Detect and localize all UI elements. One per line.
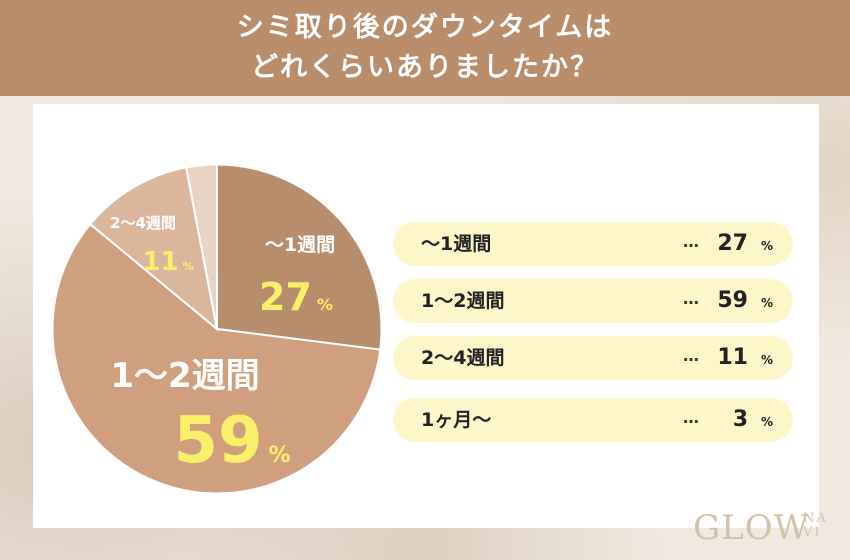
pie-slices: [50, 162, 384, 496]
slice-value-2-4-weeks-number: 11: [142, 247, 178, 277]
title-banner: シミ取り後のダウンタイムは どれくらいありましたか？: [0, 0, 850, 96]
title-line-1: シミ取り後のダウンタイムは: [236, 12, 614, 43]
legend-value: 3: [732, 407, 748, 432]
brand-logo-sub: NA VI: [803, 512, 828, 540]
slice-label-group-1: 〜1週間 27%: [259, 234, 335, 319]
legend-row-1-2-weeks: 1〜2週間 … 59 %: [393, 279, 793, 323]
legend-row-under-1-week: 〜1週間 … 27 %: [393, 222, 793, 266]
pie-slice-0: [216, 162, 383, 351]
slice-label-under-1-week: 〜1週間: [265, 234, 335, 256]
legend-dots: …: [683, 232, 699, 251]
slice-label-group-3: 2〜4週間 11%: [110, 214, 194, 277]
legend-unit: %: [760, 415, 773, 429]
legend-label: 〜1週間: [421, 233, 492, 255]
legend-row-2-4-weeks: 2〜4週間 … 11 %: [393, 336, 793, 380]
title-line-2: どれくらいありましたか？: [251, 52, 599, 83]
slice-value-under-1-week: 27%: [259, 275, 333, 319]
slice-value-under-1-week-number: 27: [259, 275, 312, 319]
slice-label-2-4-weeks: 2〜4週間: [110, 214, 176, 232]
slice-value-1-2-weeks-unit: %: [269, 443, 291, 468]
slice-value-2-4-weeks-unit: %: [183, 260, 194, 273]
slice-value-1-2-weeks: 59%: [173, 404, 290, 478]
legend-unit: %: [760, 296, 773, 310]
legend-dots: …: [683, 346, 699, 365]
slice-value-2-4-weeks: 11%: [142, 247, 193, 277]
brand-logo: GLOW NA VI: [693, 508, 826, 548]
legend-dots: …: [683, 408, 699, 427]
legend-unit: %: [760, 353, 773, 367]
slice-label-1-2-weeks: 1〜2週間: [110, 356, 259, 396]
legend-row-over-1-month: 1ヶ月〜 … 3 %: [393, 398, 793, 442]
brand-logo-sub-top: NA: [803, 511, 828, 526]
brand-logo-sub-bottom: VI: [803, 525, 822, 540]
pie-outline: [50, 162, 384, 496]
brand-logo-main: GLOW: [693, 508, 810, 548]
slice-label-group-2: 1〜2週間 59%: [110, 356, 290, 478]
legend-unit: %: [760, 239, 773, 253]
legend-label: 2〜4週間: [421, 347, 505, 369]
legend-value: 27: [717, 231, 748, 256]
legend-dots: …: [683, 289, 699, 308]
legend-value: 11: [717, 345, 748, 370]
slice-value-1-2-weeks-number: 59: [173, 404, 262, 478]
legend-label: 1ヶ月〜: [421, 409, 492, 431]
legend-value: 59: [717, 288, 748, 313]
legend-label: 1〜2週間: [421, 290, 505, 312]
slice-value-under-1-week-unit: %: [317, 295, 333, 314]
